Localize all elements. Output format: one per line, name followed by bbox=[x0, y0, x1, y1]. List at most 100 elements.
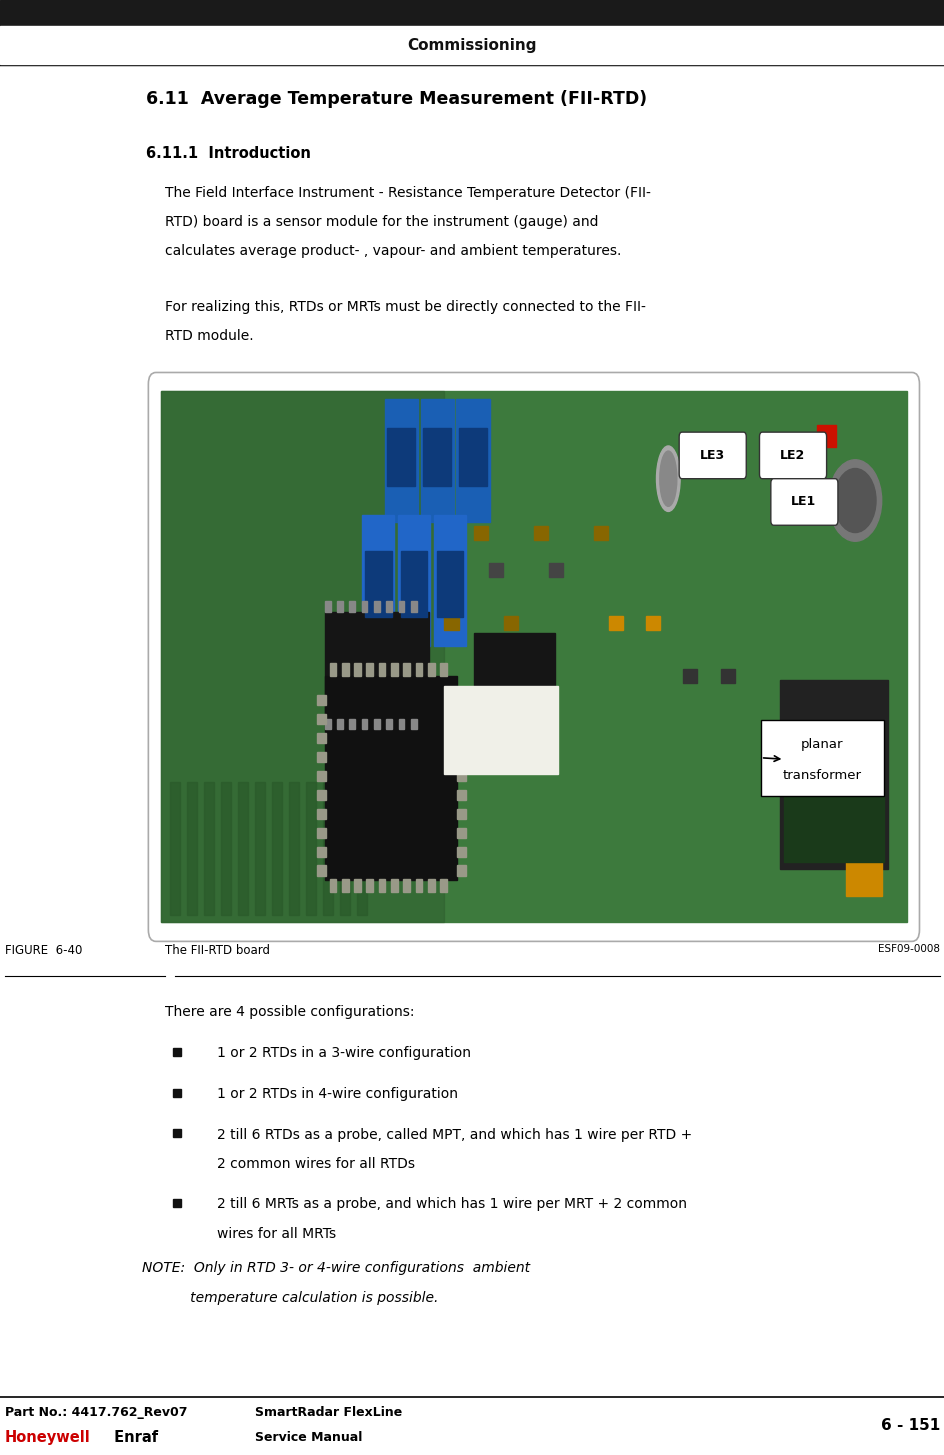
Bar bbox=[456, 399, 489, 522]
Bar bbox=[374, 601, 379, 611]
FancyBboxPatch shape bbox=[679, 432, 746, 479]
Bar bbox=[778, 480, 795, 506]
Bar bbox=[317, 695, 326, 706]
Bar bbox=[362, 719, 367, 729]
Bar bbox=[317, 790, 326, 800]
Bar bbox=[457, 790, 465, 800]
Text: Commissioning: Commissioning bbox=[407, 38, 537, 52]
Bar bbox=[457, 847, 465, 857]
Bar bbox=[0, 0, 944, 26]
Bar bbox=[317, 771, 326, 781]
Bar bbox=[646, 615, 659, 630]
Bar bbox=[457, 866, 465, 876]
Text: temperature calculation is possible.: temperature calculation is possible. bbox=[142, 1291, 438, 1305]
Bar bbox=[767, 434, 784, 460]
Bar bbox=[379, 663, 385, 677]
Bar bbox=[398, 719, 404, 729]
Bar bbox=[317, 866, 326, 876]
Bar bbox=[374, 719, 379, 729]
Text: RTD module.: RTD module. bbox=[165, 329, 254, 343]
Text: planar: planar bbox=[801, 738, 842, 751]
Bar bbox=[340, 783, 349, 915]
Bar bbox=[255, 783, 264, 915]
Bar bbox=[187, 783, 196, 915]
Bar bbox=[354, 879, 361, 892]
Bar bbox=[436, 551, 463, 617]
Bar bbox=[366, 663, 373, 677]
Bar bbox=[306, 783, 315, 915]
Bar bbox=[342, 879, 348, 892]
Bar bbox=[238, 783, 247, 915]
Text: The FII-RTD board: The FII-RTD board bbox=[165, 944, 270, 957]
Bar bbox=[397, 515, 430, 646]
Bar bbox=[323, 783, 332, 915]
Bar bbox=[317, 714, 326, 725]
Bar bbox=[362, 515, 394, 646]
Text: LE1: LE1 bbox=[790, 496, 816, 508]
Bar bbox=[415, 879, 422, 892]
Bar bbox=[317, 828, 326, 838]
Bar bbox=[411, 601, 416, 611]
Text: There are 4 possible configurations:: There are 4 possible configurations: bbox=[165, 1005, 414, 1020]
Bar bbox=[325, 677, 457, 880]
Bar bbox=[387, 428, 414, 486]
Bar bbox=[760, 720, 883, 796]
Bar bbox=[317, 752, 326, 762]
Bar bbox=[337, 601, 343, 611]
Bar bbox=[457, 809, 465, 819]
Text: NOTE:  Only in RTD 3- or 4-wire configurations  ambient: NOTE: Only in RTD 3- or 4-wire configura… bbox=[142, 1261, 530, 1276]
Bar bbox=[160, 391, 444, 922]
Bar bbox=[457, 752, 465, 762]
FancyBboxPatch shape bbox=[759, 432, 826, 479]
Text: LE2: LE2 bbox=[779, 450, 804, 461]
Bar bbox=[391, 879, 397, 892]
Bar bbox=[325, 719, 330, 729]
Bar bbox=[364, 551, 391, 617]
Text: Enraf: Enraf bbox=[109, 1430, 158, 1445]
Bar bbox=[289, 783, 298, 915]
Bar bbox=[686, 434, 703, 460]
Bar bbox=[533, 525, 548, 540]
Bar bbox=[317, 809, 326, 819]
Bar bbox=[342, 663, 348, 677]
Text: 2 common wires for all RTDs: 2 common wires for all RTDs bbox=[217, 1157, 415, 1171]
Bar bbox=[349, 719, 355, 729]
Bar bbox=[160, 391, 906, 922]
Bar bbox=[0, 26, 944, 64]
Bar bbox=[420, 399, 453, 522]
Bar bbox=[272, 783, 281, 915]
Bar bbox=[403, 879, 410, 892]
Text: 6.11.1  Introduction: 6.11.1 Introduction bbox=[146, 146, 311, 160]
Ellipse shape bbox=[656, 445, 680, 511]
Bar bbox=[428, 663, 434, 677]
Bar bbox=[329, 663, 336, 677]
Bar bbox=[221, 783, 230, 915]
Bar bbox=[325, 601, 330, 611]
Text: 2 till 6 MRTs as a probe, and which has 1 wire per MRT + 2 common: 2 till 6 MRTs as a probe, and which has … bbox=[217, 1197, 686, 1212]
Bar bbox=[337, 719, 343, 729]
Bar bbox=[325, 611, 429, 720]
Bar bbox=[784, 783, 883, 861]
Text: Honeywell: Honeywell bbox=[5, 1430, 91, 1445]
Bar bbox=[433, 515, 465, 646]
Bar bbox=[593, 525, 607, 540]
Bar bbox=[379, 879, 385, 892]
Text: calculates average product- , vapour- and ambient temperatures.: calculates average product- , vapour- an… bbox=[165, 244, 621, 259]
Bar bbox=[444, 615, 458, 630]
Bar bbox=[362, 601, 367, 611]
Text: 6 - 151: 6 - 151 bbox=[880, 1417, 939, 1433]
Bar bbox=[329, 879, 336, 892]
Text: The Field Interface Instrument - Resistance Temperature Detector (FII-: The Field Interface Instrument - Resista… bbox=[165, 186, 650, 201]
Bar bbox=[400, 551, 427, 617]
Bar bbox=[608, 615, 622, 630]
Text: Part No.: 4417.762_Rev07: Part No.: 4417.762_Rev07 bbox=[5, 1407, 187, 1419]
Ellipse shape bbox=[659, 451, 676, 506]
Bar bbox=[349, 601, 355, 611]
Text: 1 or 2 RTDs in a 3-wire configuration: 1 or 2 RTDs in a 3-wire configuration bbox=[217, 1046, 471, 1061]
Bar bbox=[357, 783, 366, 915]
Text: LE3: LE3 bbox=[699, 450, 724, 461]
Bar bbox=[170, 783, 179, 915]
Bar bbox=[354, 663, 361, 677]
Bar bbox=[204, 783, 213, 915]
Text: 2 till 6 RTDs as a probe, called MPT, and which has 1 wire per RTD +: 2 till 6 RTDs as a probe, called MPT, an… bbox=[217, 1128, 692, 1142]
